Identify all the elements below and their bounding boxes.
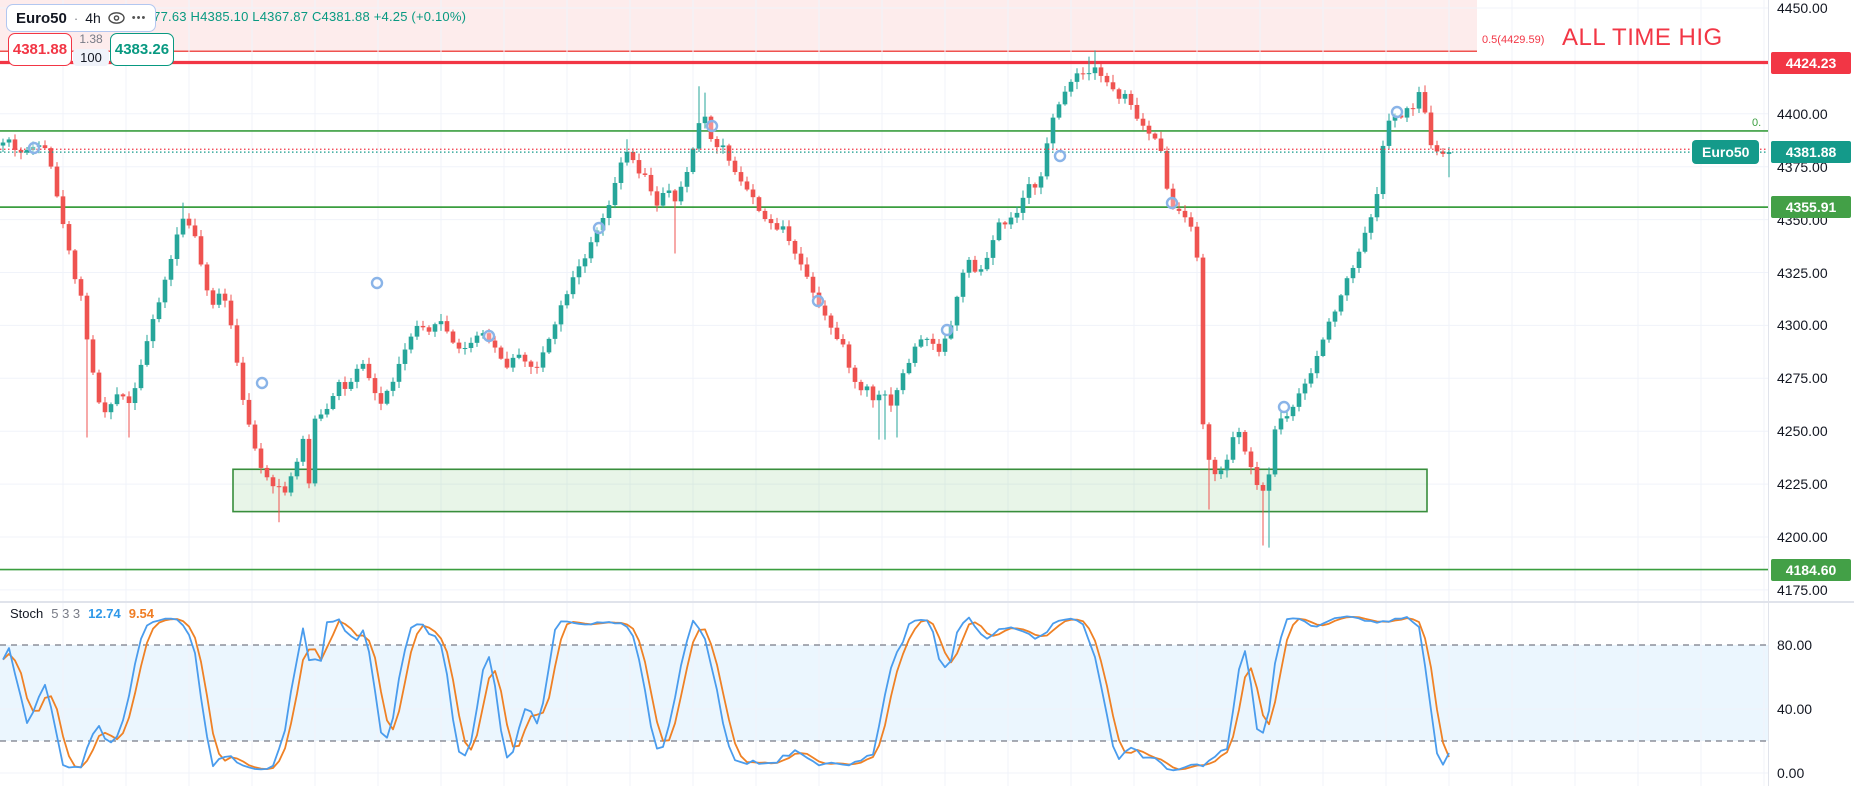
spread-value: 1.38 <box>79 32 103 46</box>
price-tick: 4325.00 <box>1777 264 1828 281</box>
pane-separator[interactable] <box>0 601 1854 603</box>
price-badge: 4424.23 <box>1771 51 1851 74</box>
stochastic-pane[interactable] <box>0 602 1768 786</box>
price-tick: 4225.00 <box>1777 476 1828 493</box>
stoch-title: Stoch <box>10 606 44 621</box>
symbol-price-tag: Euro50 <box>1692 140 1760 165</box>
symbol-legend[interactable]: Euro50 · 4h ••• <box>6 4 157 32</box>
stoch-params: 5 3 3 <box>51 606 81 621</box>
price-chart-pane[interactable] <box>0 0 1768 602</box>
trade-widget: 4381.88 1.38 100 4383.26 <box>8 33 174 66</box>
all-time-high-label: ALL TIME HIG <box>1562 24 1723 51</box>
price-tick: 4275.00 <box>1777 370 1828 387</box>
fib-0_5-label: 0.5(4429.59) <box>1482 34 1545 46</box>
stoch-tick: 80.00 <box>1777 637 1813 653</box>
price-tick: 4200.00 <box>1777 529 1828 545</box>
fib-0-label: 0. <box>1752 117 1762 129</box>
stoch-legend[interactable]: Stoch 5 3 3 12.74 9.54 <box>10 606 154 621</box>
stoch-k-value: 12.74 <box>88 606 121 621</box>
interval-label[interactable]: 4h <box>85 10 101 26</box>
price-badge: 4184.60 <box>1771 558 1851 581</box>
stoch-tick: 40.00 <box>1777 701 1813 717</box>
legend-separator: · <box>73 10 79 26</box>
buy-button[interactable]: 4383.26 <box>110 33 174 66</box>
more-options-icon[interactable]: ••• <box>131 12 147 24</box>
quantity-field[interactable]: 100 <box>73 49 109 66</box>
price-badge: 4381.88 <box>1771 141 1851 164</box>
price-tick: 4250.00 <box>1777 423 1828 440</box>
price-tick: 4450.00 <box>1777 0 1828 16</box>
price-badge: 4355.91 <box>1771 196 1851 219</box>
visibility-eye-icon[interactable] <box>108 12 125 24</box>
price-tick: 4175.00 <box>1777 581 1828 598</box>
sell-button[interactable]: 4381.88 <box>8 33 72 66</box>
symbol-name: Euro50 <box>16 9 67 27</box>
ohlc-readout: O4377.63 H4385.10 L4367.87 C4381.88 +4.2… <box>128 9 467 24</box>
price-tick: 4400.00 <box>1777 105 1828 122</box>
price-axis[interactable]: 4450.00 4400.00 4375.00 4350.00 4325.00 4300.… <box>1768 0 1854 786</box>
stoch-d-value: 9.54 <box>128 606 155 621</box>
stoch-tick: 0.00 <box>1777 765 1805 781</box>
price-tick: 4300.00 <box>1777 317 1828 334</box>
